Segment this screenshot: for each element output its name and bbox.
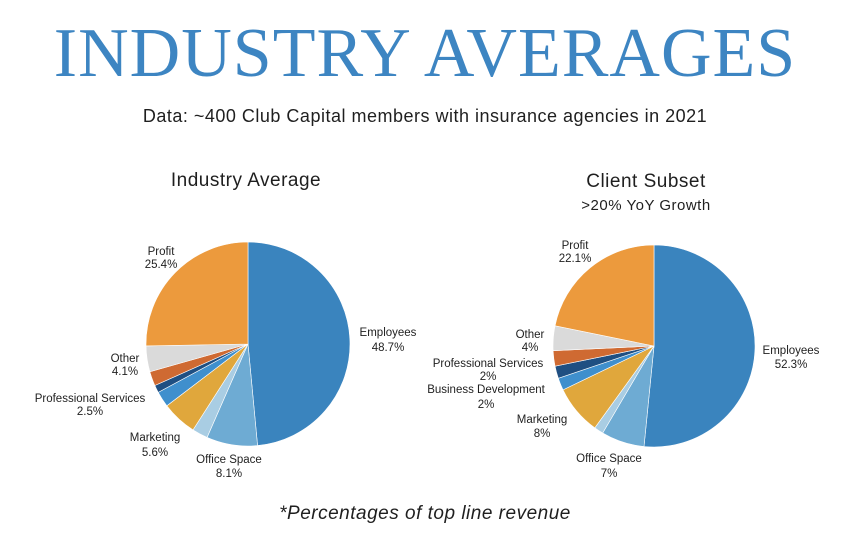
slice-value-professional-services: 2.5% xyxy=(77,406,103,418)
slice-value-profit: 25.4% xyxy=(145,259,178,271)
slice-value-marketing: 5.6% xyxy=(142,447,168,459)
pie-chart-client-subset: Client Subset >20% YoY Growth Profit 22.… xyxy=(427,171,820,480)
slice-label-marketing: Marketing xyxy=(517,414,568,426)
slice-value-business-development: 2% xyxy=(478,399,495,411)
slice-label-employees: Employees xyxy=(763,345,820,357)
pie-chart-industry-average: Industry Average Profit 25.4% Employees … xyxy=(35,170,417,480)
slice-value-professional-services: 2% xyxy=(480,371,497,383)
page-title: INDUSTRY AVERAGES xyxy=(53,15,797,92)
pie-title: Industry Average xyxy=(171,170,321,191)
pie-title: Client Subset xyxy=(586,171,706,192)
slice-label-office-space: Office Space xyxy=(196,454,262,466)
slice-value-office-space: 8.1% xyxy=(216,468,242,480)
slice-value-employees: 48.7% xyxy=(372,342,405,354)
pie-slice-employees xyxy=(643,244,756,448)
slice-label-other: Other xyxy=(516,329,545,341)
pie-slices xyxy=(145,241,351,447)
slice-label-profit: Profit xyxy=(562,240,590,252)
pie-slice-employees xyxy=(247,241,351,446)
pie-slices xyxy=(552,244,756,448)
slice-value-other: 4% xyxy=(522,342,539,354)
pie-slice-profit xyxy=(554,244,655,347)
footnote: *Percentages of top line revenue xyxy=(279,503,571,524)
slice-label-marketing: Marketing xyxy=(130,432,181,444)
slice-label-professional-services: Professional Services xyxy=(433,358,544,370)
slice-value-profit: 22.1% xyxy=(559,253,592,265)
slice-value-other: 4.1% xyxy=(112,366,138,378)
pie-slice-profit xyxy=(145,241,249,347)
slice-value-employees: 52.3% xyxy=(775,359,808,371)
pie-subtitle: >20% YoY Growth xyxy=(581,197,710,214)
slice-label-office-space: Office Space xyxy=(576,453,642,465)
slice-label-profit: Profit xyxy=(148,246,176,258)
slice-value-office-space: 7% xyxy=(601,468,618,480)
page-subtitle: Data: ~400 Club Capital members with ins… xyxy=(142,106,708,126)
slice-label-professional-services: Professional Services xyxy=(35,393,146,405)
slice-label-business-development: Business Development xyxy=(427,384,545,396)
slice-value-marketing: 8% xyxy=(534,428,551,440)
slice-label-other: Other xyxy=(111,353,140,365)
slice-label-employees: Employees xyxy=(360,327,417,339)
